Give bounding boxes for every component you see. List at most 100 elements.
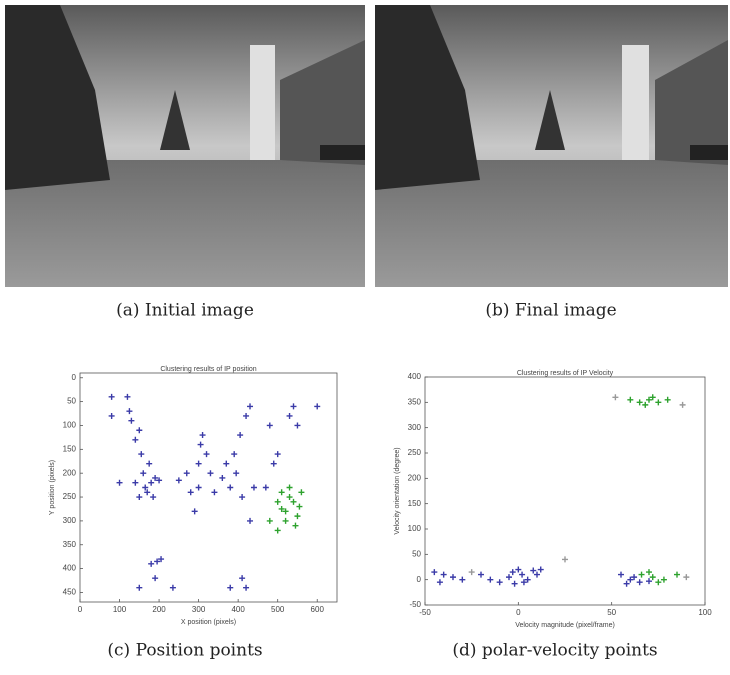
x-tick-label: 0 [516, 608, 521, 617]
y-tick-label: 450 [63, 588, 77, 597]
scatter-point [203, 451, 210, 458]
scatter-point [683, 574, 690, 581]
y-axis-label: Velocity orientation (degree) [394, 447, 401, 534]
scatter-point [146, 460, 153, 467]
y-tick-label: 350 [408, 397, 422, 406]
scatter-point [274, 527, 281, 534]
y-tick-label: 150 [63, 444, 77, 453]
scatter-point [152, 575, 159, 582]
scatter-point [278, 505, 285, 512]
scatter-point [136, 584, 143, 591]
chart-title: Clustering results of IP position [160, 366, 256, 373]
scatter-point [136, 494, 143, 501]
y-tick-label: 350 [63, 540, 77, 549]
scatter-point [292, 522, 299, 529]
scatter-point [231, 451, 238, 458]
scatter-point [158, 556, 165, 563]
y-tick-label: 300 [63, 516, 77, 525]
caption: (b) Final image [485, 301, 616, 321]
scatter-point [243, 412, 250, 419]
plot-frame [79, 372, 338, 603]
scatter-point [211, 489, 218, 496]
scatter-point [108, 393, 115, 400]
x-tick-label: 50 [607, 608, 616, 617]
scatter-point [197, 441, 204, 448]
scatter-point [156, 477, 163, 484]
scatter-point [618, 571, 624, 578]
scatter-point [175, 477, 182, 484]
x-axis-label: X position (pixels) [181, 619, 236, 626]
scatter-point [655, 579, 662, 586]
scatter-point [223, 460, 230, 467]
scatter-point [646, 578, 652, 585]
y-tick-label: 400 [63, 564, 77, 573]
scatter-point [509, 569, 516, 576]
y-tick-label: 0 [72, 373, 77, 382]
x-axis-label: Velocity magnitude (pixel/frame) [515, 622, 615, 629]
scatter-point [270, 460, 277, 467]
scatter-point [187, 489, 194, 496]
scatter-point [199, 432, 206, 439]
scatter-point [459, 576, 466, 583]
scatter-point [237, 432, 244, 439]
y-tick-label: 0 [417, 575, 422, 584]
scatter-point [506, 574, 512, 581]
scatter-point [183, 470, 190, 477]
scatter-point [142, 484, 149, 491]
scatter-point [278, 489, 285, 496]
scatter-point [649, 574, 656, 581]
scatter-point [239, 575, 246, 582]
scatter-point [612, 394, 619, 401]
scatter-point [450, 574, 456, 581]
scatter-point [646, 569, 652, 576]
scatter-point [530, 567, 537, 574]
scatter-point [679, 401, 686, 408]
scatter-point [649, 394, 656, 401]
y-tick-label: 150 [408, 499, 422, 508]
scatter-point [154, 558, 161, 565]
scatter-point [274, 451, 281, 458]
y-tick-label: 200 [63, 468, 77, 477]
scatter-point [631, 574, 638, 581]
scatter-point [296, 503, 303, 510]
scatter-point [524, 576, 531, 583]
scatter-point [286, 484, 293, 491]
scatter-point [282, 517, 289, 524]
scatter-point [286, 412, 293, 419]
scatter-point [150, 494, 157, 501]
scatter-point [274, 498, 281, 505]
y-tick-label: 100 [63, 421, 77, 430]
scatter-point [290, 498, 297, 505]
scatter-point [674, 571, 680, 578]
scatter-point [468, 569, 475, 576]
scatter-point [294, 513, 301, 520]
scatter-point [227, 484, 234, 491]
scatter-point [116, 479, 123, 486]
scatter-point [638, 571, 645, 578]
scatter-point [440, 571, 447, 578]
scatter-point [642, 401, 649, 408]
scatter-point [227, 584, 234, 591]
scatter-point [519, 571, 526, 578]
x-tick-label: 200 [152, 605, 166, 614]
scatter-point [108, 412, 115, 419]
scatter-point [140, 470, 147, 477]
caption: (c) Position points [107, 641, 262, 661]
scatter-point [195, 484, 202, 491]
scatter-point [655, 399, 662, 406]
scatter-point [243, 584, 250, 591]
scatter-point [233, 470, 240, 477]
scatter-point [132, 479, 139, 486]
scatter-point [191, 508, 198, 515]
scatter-point [636, 579, 643, 586]
scatter-point [431, 569, 438, 576]
scatter-point [132, 436, 139, 443]
scatter-point [266, 422, 273, 429]
caption: (a) Initial image [116, 301, 254, 321]
scatter-point [148, 560, 155, 567]
scatter-point [126, 408, 133, 415]
scatter-point [664, 396, 671, 403]
x-tick-label: 300 [192, 605, 206, 614]
scatter-point [294, 422, 301, 429]
